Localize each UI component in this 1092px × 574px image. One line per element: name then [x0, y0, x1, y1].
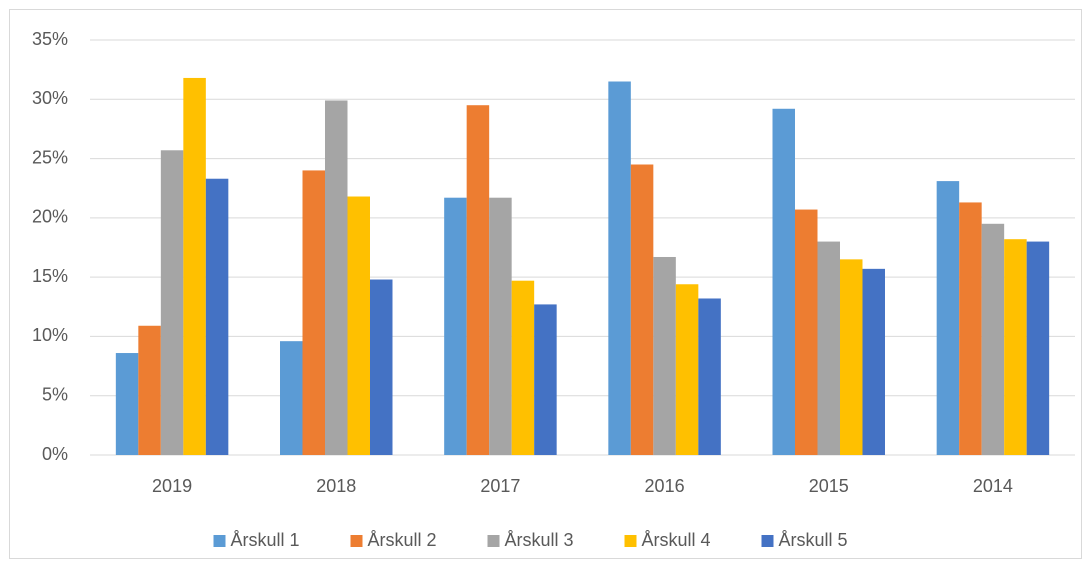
legend-swatch: [487, 535, 500, 547]
bar: [1026, 241, 1050, 455]
bar: [534, 304, 557, 455]
bar: [302, 170, 325, 455]
bar: [959, 202, 982, 455]
bar: [183, 77, 206, 455]
bar: [115, 353, 139, 455]
bar: [862, 268, 885, 455]
legend-label: Årskull 2: [368, 530, 437, 550]
bar: [466, 105, 490, 455]
bar: [511, 280, 535, 455]
x-tick-label: 2016: [645, 476, 685, 496]
legend-label: Årskull 1: [231, 530, 300, 550]
x-tick-label: 2014: [973, 476, 1013, 496]
legend-swatch: [761, 535, 774, 547]
bar: [205, 178, 229, 455]
bar: [698, 298, 721, 455]
bar: [608, 81, 631, 455]
bar: [370, 279, 393, 455]
x-tick-label: 2017: [480, 476, 520, 496]
legend-label: Årskull 4: [642, 530, 711, 550]
y-tick-label: 15%: [32, 266, 68, 286]
bar: [653, 256, 676, 455]
bar: [630, 164, 654, 455]
y-tick-label: 5%: [42, 384, 68, 404]
x-tick-label: 2019: [152, 476, 192, 496]
bar: [489, 197, 512, 455]
bar: [936, 181, 960, 455]
bar: [325, 100, 348, 455]
y-tick-label: 0%: [42, 444, 68, 464]
bar: [1004, 239, 1027, 455]
y-tick-label: 20%: [32, 207, 68, 227]
bar: [795, 209, 818, 455]
bar: [444, 197, 467, 455]
x-tick-label: 2015: [809, 476, 849, 496]
bar: [817, 241, 840, 455]
y-tick-label: 30%: [32, 88, 68, 108]
legend-swatch: [624, 535, 637, 547]
legend-swatch: [213, 535, 226, 547]
bar: [138, 325, 161, 455]
legend-label: Årskull 5: [779, 530, 848, 550]
y-tick-label: 35%: [32, 29, 68, 49]
bar: [772, 108, 795, 456]
bar: [160, 150, 184, 455]
bar: [280, 341, 303, 455]
legend-label: Årskull 3: [505, 530, 574, 550]
x-tick-label: 2018: [316, 476, 356, 496]
y-tick-label: 10%: [32, 325, 68, 345]
y-tick-label: 25%: [32, 147, 68, 167]
bar: [981, 223, 1005, 455]
legend-swatch: [350, 535, 363, 547]
bar: [840, 259, 863, 455]
bar: [675, 284, 699, 455]
bar: [347, 196, 370, 455]
